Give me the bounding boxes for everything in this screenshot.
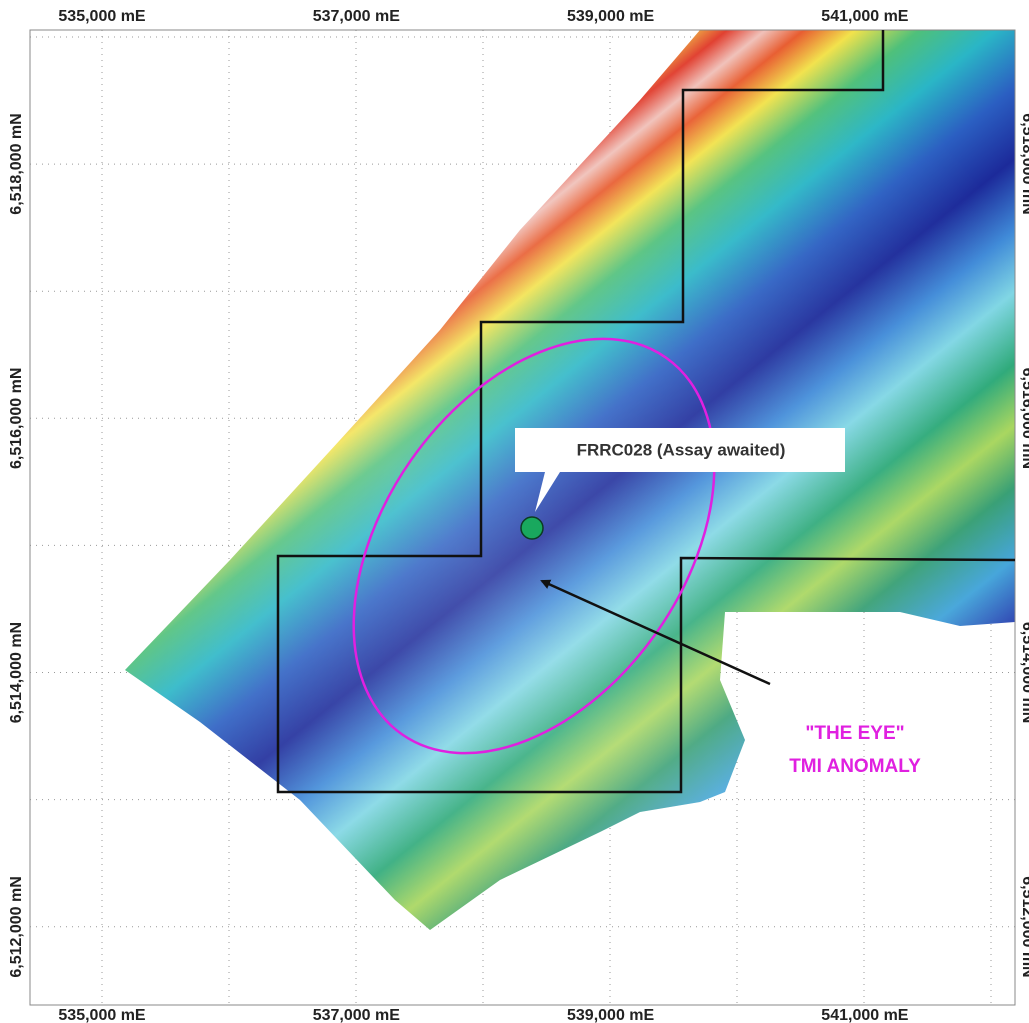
- x-label-bottom: 535,000 mE: [58, 1007, 146, 1023]
- y-label-left: 6,514,000 mN: [8, 622, 25, 723]
- x-label-top: 539,000 mE: [567, 8, 655, 25]
- y-label-left: 6,512,000 mN: [8, 876, 25, 977]
- y-label-left: 6,516,000 mN: [8, 368, 25, 469]
- x-label-bottom: 541,000 mE: [821, 1007, 909, 1023]
- x-label-bottom: 539,000 mE: [567, 1007, 655, 1023]
- x-label-top: 541,000 mE: [821, 8, 909, 25]
- y-label-left: 6,518,000 mN: [8, 113, 25, 214]
- x-label-top: 535,000 mE: [58, 8, 146, 25]
- y-label-right: 6,516,000 mN: [1019, 368, 1029, 469]
- x-label-top: 537,000 mE: [313, 8, 401, 25]
- page: {"axes": { "top": ["535,000 mE", "537,00…: [0, 0, 1029, 1023]
- y-label-right: 6,518,000 mN: [1019, 113, 1029, 214]
- callout-label: FRRC028 (Assay awaited): [577, 440, 786, 459]
- annotation-line: "THE EYE": [805, 723, 904, 744]
- y-label-right: 6,512,000 mN: [1019, 876, 1029, 977]
- y-label-right: 6,514,000 mN: [1019, 622, 1029, 723]
- map: FRRC028 (Assay awaited) "THE EYE" TMI AN…: [0, 0, 1029, 1023]
- x-label-bottom: 537,000 mE: [313, 1007, 401, 1023]
- drill-hole: [521, 517, 543, 539]
- annotation-line: TMI ANOMALY: [789, 756, 921, 777]
